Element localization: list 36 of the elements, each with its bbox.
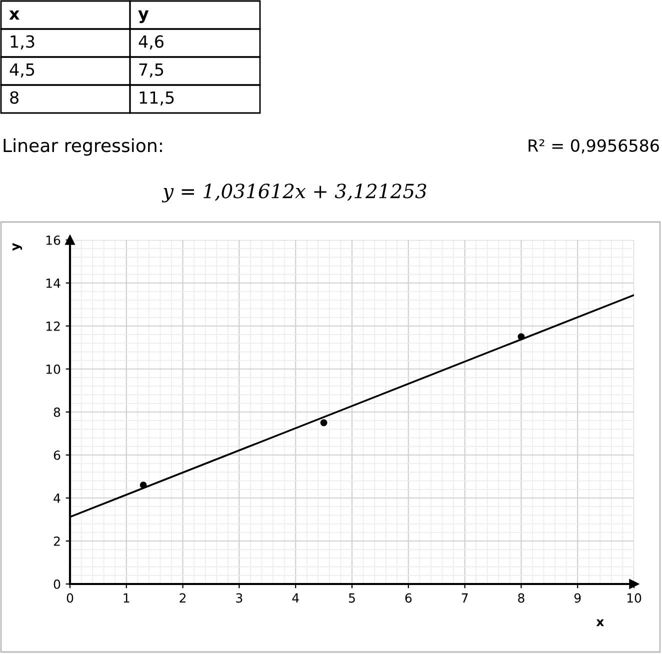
text: 7,5 (139, 63, 164, 78)
x-tick-label: 6 (405, 593, 412, 603)
x-tick-label: 8 (518, 593, 524, 603)
x-tick-label: 0 (66, 593, 74, 603)
x-tick-label: 4 (292, 593, 299, 603)
x-tick-label: 7 (462, 593, 468, 603)
y-tick-label: 14 (46, 278, 60, 288)
x-tick-label: 9 (574, 593, 581, 603)
y-tick-label: 16 (46, 235, 60, 245)
text: x (9, 10, 20, 20)
y-axis-title: y (12, 243, 22, 251)
text: R² = 0,9956586 (528, 139, 659, 154)
text: 1,3 (10, 35, 34, 50)
text: y = 1,031612x + 3,121253 (162, 184, 426, 202)
point (320, 419, 328, 426)
x-tick-label: 3 (236, 593, 242, 603)
text: Linear regression: (4, 138, 162, 156)
y-tick-label: 8 (54, 407, 60, 417)
point (518, 333, 525, 340)
y-tick-label: 4 (54, 494, 60, 503)
y-tick-label: 10 (46, 364, 60, 374)
y-tick-label: 12 (46, 321, 60, 331)
x-axis-title: x (596, 619, 604, 626)
text: 4,5 (10, 63, 34, 78)
text: y (138, 10, 149, 24)
text: 11,5 (140, 91, 174, 106)
y-tick-label: 0 (54, 579, 60, 589)
y-tick-label: 2 (54, 536, 60, 546)
text: 8 (10, 91, 18, 104)
x-tick-label: 5 (348, 593, 355, 603)
y-tick-label: 6 (54, 450, 60, 460)
text: 4,6 (138, 35, 164, 50)
x-tick-label: 2 (180, 593, 186, 603)
point (140, 482, 147, 489)
x-tick-label: 1 (124, 593, 130, 603)
x-tick-label: 10 (627, 593, 642, 603)
